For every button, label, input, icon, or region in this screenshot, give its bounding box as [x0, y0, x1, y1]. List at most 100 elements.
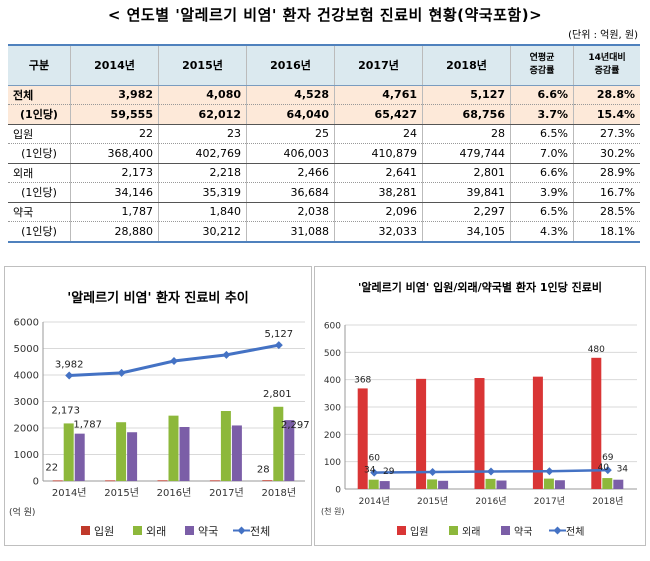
y-tick-label: 600: [324, 322, 341, 332]
x-tick-label: 2017년: [534, 496, 565, 507]
row-label: (1인당): [8, 104, 71, 125]
table-cell: 64,040: [246, 104, 335, 125]
table-cell: 2,801: [422, 163, 511, 183]
row-label: 입원: [8, 124, 71, 144]
bar-약국: [438, 480, 449, 489]
y-tick-label: 400: [324, 376, 341, 386]
header-vs14-rate: 14년대비 증감률: [573, 44, 640, 86]
point-전체: [603, 466, 612, 475]
bar-외래: [116, 422, 127, 481]
y-tick-label: 100: [324, 458, 341, 468]
table-cell: 406,003: [246, 143, 335, 164]
table-cell: 28,880: [70, 221, 159, 243]
data-label: 480: [588, 345, 605, 355]
legend-swatch-약국: [501, 526, 510, 535]
chart2-svg: 0 100 200 300 400 500 600 2014년 2015년 2016년 2017년 2…: [321, 322, 637, 538]
point-전체: [274, 341, 283, 350]
table-header-row: 구분 2014년 2015년 2016년 2017년 2018년 연평균 증감률…: [8, 44, 640, 86]
legend-swatch-외래: [449, 526, 458, 535]
table-cell: 30.2%: [573, 143, 640, 164]
y-axis-label: (천 원): [321, 506, 345, 516]
bar-약국: [613, 479, 624, 489]
table-cell: 35,319: [158, 182, 247, 203]
row-label: 약국: [8, 202, 71, 222]
y-tick-label: 5000: [14, 344, 39, 355]
point-전체: [545, 467, 554, 476]
chart-panel-per-capita: '알레르기 비염' 입원/외래/약국별 환자 1인당 진료비 0 100 200 30…: [314, 266, 646, 546]
table-cell: 18.1%: [573, 221, 640, 243]
bar-외래: [168, 415, 179, 481]
table-row: 입원 22 23 25 24 28 6.5% 27.3%: [8, 124, 640, 144]
table-cell: 6.5%: [510, 124, 574, 144]
legend-label: 전체: [250, 525, 270, 538]
row-label: 전체: [8, 85, 71, 105]
table-cell: 28.9%: [573, 163, 640, 183]
table-row: 전체 3,982 4,080 4,528 4,761 5,127 6.6% 28.8%: [8, 85, 640, 105]
y-tick-label: 6000: [14, 318, 39, 329]
table-cell: 3,982: [70, 85, 159, 105]
table-cell: 59,555: [70, 104, 159, 125]
table-cell: 402,769: [158, 143, 247, 164]
x-tick-label: 2018년: [592, 496, 623, 507]
row-label: (1인당): [8, 143, 71, 164]
bar-약국: [127, 432, 138, 481]
table-cell: 34,146: [70, 182, 159, 203]
table-row: (1인당) 59,555 62,012 64,040 65,427 68,756 3.7% 1…: [8, 104, 640, 125]
x-tick-label: 2015년: [104, 487, 139, 499]
bar-입원: [262, 480, 273, 482]
table-cell: 32,033: [334, 221, 423, 243]
data-label: 5,127: [264, 329, 293, 340]
table-cell: 2,096: [334, 202, 423, 222]
table-cell: 4,528: [246, 85, 335, 105]
bar-입원: [357, 388, 368, 489]
chart1-title: '알레르기 비염' 환자 진료비 추이: [67, 291, 249, 306]
table-cell: 36,684: [246, 182, 335, 203]
table-row: 약국 1,787 1,840 2,038 2,096 2,297 6.5% 28.5%: [8, 202, 640, 222]
legend-label: 외래: [462, 526, 480, 538]
table-cell: 22: [70, 124, 159, 144]
table-cell: 24: [334, 124, 423, 144]
legend-label: 전체: [566, 526, 584, 538]
table-row: (1인당) 368,400 402,769 406,003 410,879 479,744…: [8, 143, 640, 164]
table-cell: 62,012: [158, 104, 247, 125]
bar-외래: [485, 478, 496, 489]
bar-입원: [416, 378, 427, 489]
bar-입원: [209, 480, 220, 482]
table-cell: 31,088: [246, 221, 335, 243]
table-cell: 2,173: [70, 163, 159, 183]
legend-label: 입원: [94, 525, 114, 538]
data-label: 60: [368, 454, 380, 464]
bar-외래: [63, 423, 74, 481]
bar-외래: [368, 479, 379, 489]
table-cell: 65,427: [334, 104, 423, 125]
bar-입원: [474, 378, 485, 489]
bar-입원: [52, 480, 63, 482]
table-cell: 479,744: [422, 143, 511, 164]
data-label: 29: [383, 467, 395, 477]
row-label: (1인당): [8, 182, 71, 203]
legend-marker-전체: [237, 526, 246, 535]
bar-입원: [532, 376, 543, 489]
point-전체: [170, 357, 178, 366]
bar-외래: [543, 478, 554, 489]
table-row: (1인당) 34,146 35,319 36,684 38,281 39,841 3.9% 1…: [8, 182, 640, 203]
legend-label: 약국: [198, 524, 218, 538]
data-label: 1,787: [73, 420, 102, 431]
table-cell: 68,756: [422, 104, 511, 125]
table-cell: 4,080: [158, 85, 247, 105]
x-tick-label: 2014년: [52, 487, 87, 499]
table-cell: 410,879: [334, 143, 423, 164]
data-label: 22: [45, 462, 58, 473]
data-label: 368: [354, 375, 371, 385]
point-전체: [428, 468, 437, 477]
legend-swatch-외래: [133, 526, 142, 535]
header-2018: 2018년: [422, 44, 511, 86]
table-cell: 28.8%: [573, 85, 640, 105]
point-전체: [117, 368, 126, 377]
point-전체: [65, 371, 74, 380]
point-전체: [222, 350, 231, 359]
header-category: 구분: [8, 44, 71, 86]
table-cell: 2,641: [334, 163, 423, 183]
y-axis-label: (억 원): [9, 506, 35, 518]
table-row: 외래 2,173 2,218 2,466 2,641 2,801 6.6% 28.9%: [8, 163, 640, 183]
